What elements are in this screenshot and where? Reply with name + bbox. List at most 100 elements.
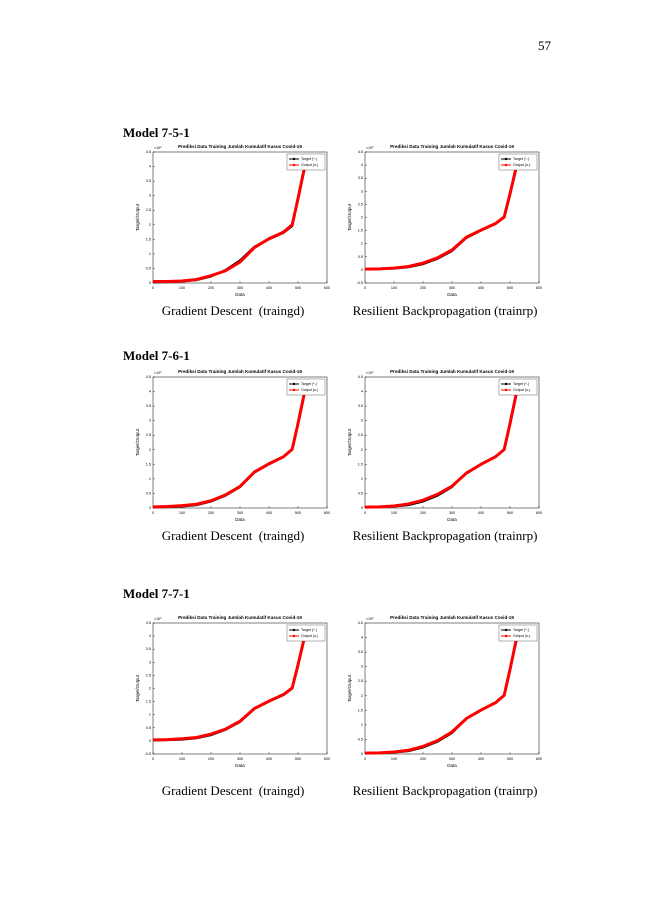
legend-label: Output (o-) bbox=[301, 634, 318, 638]
y-tick-label: 1.5 bbox=[146, 237, 151, 241]
y-tick-label: 3.5 bbox=[358, 404, 363, 408]
x-tick-label: 400 bbox=[478, 511, 484, 515]
y-tick-label: 2 bbox=[361, 694, 363, 698]
y-tick-label: 1 bbox=[361, 723, 363, 727]
y-tick-label: 0.5 bbox=[358, 491, 363, 495]
x-tick-label: 200 bbox=[420, 286, 426, 290]
x-tick-label: 300 bbox=[237, 286, 243, 290]
x-axis-label: Data bbox=[235, 517, 245, 522]
plot-area bbox=[364, 376, 540, 509]
y-tick-label: 1 bbox=[149, 477, 151, 481]
legend-marker bbox=[504, 634, 508, 638]
figure-caption: Resilient Backpropagation (trainrp) bbox=[352, 528, 538, 543]
x-tick-label: 100 bbox=[391, 511, 397, 515]
legend-box bbox=[498, 378, 538, 396]
legend-label: Output (o-) bbox=[513, 163, 530, 167]
y-tick-label: 2.5 bbox=[146, 673, 151, 677]
exponent-label: ×10⁶ bbox=[366, 617, 374, 621]
figure-caption: Gradient Descent (traingd) bbox=[161, 528, 305, 543]
y-tick-label: 4 bbox=[361, 163, 363, 167]
legend-marker bbox=[292, 382, 296, 386]
chart: Prediksi Data Training Jumlah Kumulatif … bbox=[347, 144, 542, 297]
y-tick-label: 1 bbox=[361, 242, 363, 246]
chart: Prediksi Data Training Jumlah Kumulatif … bbox=[135, 615, 330, 768]
y-tick-label: 2.5 bbox=[358, 202, 363, 206]
y-tick-label: 3 bbox=[361, 665, 363, 669]
x-tick-label: 100 bbox=[179, 511, 185, 515]
legend-label: Target (*-) bbox=[513, 157, 529, 161]
legend-marker bbox=[292, 157, 296, 161]
y-tick-label: 2.5 bbox=[358, 679, 363, 683]
y-tick-label: 4 bbox=[361, 390, 363, 394]
x-tick-label: 600 bbox=[324, 757, 330, 761]
x-tick-label: 0 bbox=[364, 757, 366, 761]
x-tick-label: 600 bbox=[536, 511, 542, 515]
y-tick-label: -0.5 bbox=[144, 752, 151, 756]
legend-box bbox=[286, 624, 326, 642]
y-tick-label: 2 bbox=[361, 216, 363, 220]
x-tick-label: 500 bbox=[507, 511, 513, 515]
y-tick-label: 2.5 bbox=[146, 433, 151, 437]
y-tick-label: 1 bbox=[149, 713, 151, 717]
chart-title: Prediksi Data Training Jumlah Kumulatif … bbox=[178, 144, 302, 149]
chart: Prediksi Data Training Jumlah Kumulatif … bbox=[135, 144, 330, 297]
x-tick-label: 400 bbox=[266, 757, 272, 761]
x-tick-label: 500 bbox=[507, 286, 513, 290]
y-axis-label: Target/Output bbox=[347, 428, 352, 456]
x-tick-label: 400 bbox=[266, 286, 272, 290]
series-line bbox=[364, 625, 521, 755]
x-tick-label: 0 bbox=[152, 286, 154, 290]
series-line bbox=[364, 154, 521, 271]
x-tick-label: 100 bbox=[391, 757, 397, 761]
series-line bbox=[152, 379, 309, 509]
legend-label: Output (o-) bbox=[301, 163, 318, 167]
y-tick-label: 1.5 bbox=[146, 462, 151, 466]
plot-area bbox=[152, 376, 328, 509]
x-tick-label: 300 bbox=[237, 757, 243, 761]
y-tick-label: 1 bbox=[361, 477, 363, 481]
x-tick-label: 0 bbox=[152, 511, 154, 515]
x-tick-label: 500 bbox=[295, 757, 301, 761]
y-tick-label: 0 bbox=[361, 268, 363, 272]
y-tick-label: 1.5 bbox=[146, 700, 151, 704]
x-tick-label: 300 bbox=[237, 511, 243, 515]
legend-marker bbox=[292, 634, 296, 638]
y-tick-label: 4 bbox=[149, 634, 151, 638]
exponent-label: ×10⁶ bbox=[154, 146, 162, 150]
y-tick-label: 1.5 bbox=[358, 708, 363, 712]
y-tick-label: 2 bbox=[149, 223, 151, 227]
x-tick-label: 200 bbox=[420, 757, 426, 761]
y-tick-label: 4 bbox=[149, 165, 151, 169]
legend-label: Target (*-) bbox=[301, 382, 317, 386]
legend-box bbox=[286, 153, 326, 171]
series-line bbox=[364, 379, 521, 509]
y-tick-label: 0.5 bbox=[146, 726, 151, 730]
y-tick-label: 0 bbox=[149, 506, 151, 510]
y-tick-label: 2 bbox=[361, 448, 363, 452]
legend-marker bbox=[504, 163, 508, 167]
x-tick-label: 100 bbox=[179, 286, 185, 290]
y-tick-label: 4 bbox=[361, 636, 363, 640]
plot-area bbox=[364, 622, 540, 755]
chart-title: Prediksi Data Training Jumlah Kumulatif … bbox=[178, 369, 302, 374]
x-tick-label: 100 bbox=[391, 286, 397, 290]
chart: Prediksi Data Training Jumlah Kumulatif … bbox=[135, 369, 330, 522]
figure-caption: Resilient Backpropagation (trainrp) bbox=[352, 783, 538, 798]
y-tick-label: 0 bbox=[361, 506, 363, 510]
y-tick-label: 3 bbox=[361, 419, 363, 423]
series-line bbox=[152, 625, 309, 742]
legend-box bbox=[286, 378, 326, 396]
legend-marker bbox=[292, 628, 296, 632]
y-tick-label: 0.5 bbox=[358, 255, 363, 259]
legend-label: Output (o-) bbox=[513, 634, 530, 638]
y-tick-label: 2.5 bbox=[146, 208, 151, 212]
legend-label: Target (*-) bbox=[513, 628, 529, 632]
figure-caption: Resilient Backpropagation (trainrp) bbox=[352, 303, 538, 318]
chart-title: Prediksi Data Training Jumlah Kumulatif … bbox=[390, 615, 514, 620]
legend-label: Output (o-) bbox=[513, 388, 530, 392]
y-tick-label: 3.5 bbox=[358, 650, 363, 654]
y-tick-label: 4.5 bbox=[146, 150, 151, 154]
x-tick-label: 600 bbox=[324, 286, 330, 290]
legend-marker bbox=[504, 388, 508, 392]
